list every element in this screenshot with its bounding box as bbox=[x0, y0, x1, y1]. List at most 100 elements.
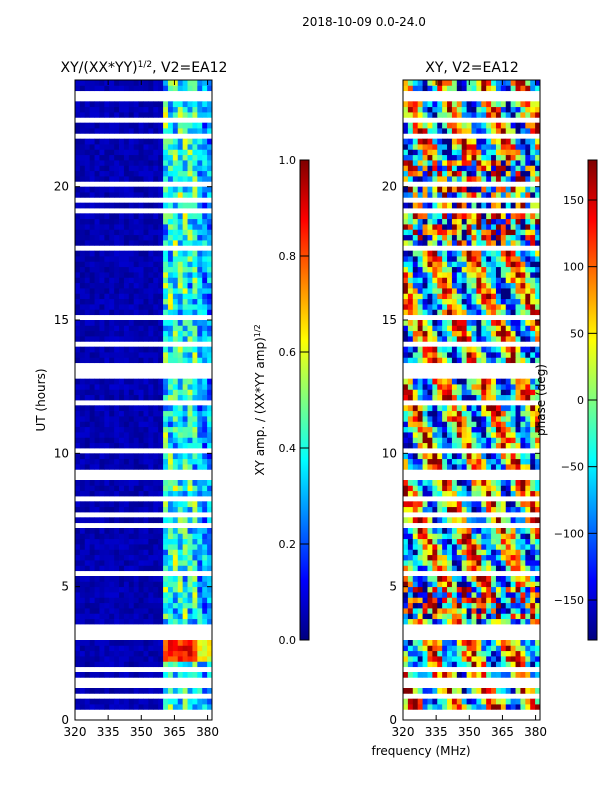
phase-cell bbox=[437, 410, 443, 417]
phase-cell bbox=[407, 240, 414, 246]
phase-cell bbox=[407, 357, 414, 364]
amplitude-cell bbox=[84, 528, 91, 534]
phase-cell bbox=[403, 576, 409, 582]
amplitude-cell bbox=[99, 154, 105, 161]
amplitude-cell bbox=[94, 533, 100, 540]
amplitude-cell bbox=[94, 277, 100, 284]
amplitude-cell bbox=[119, 592, 125, 598]
phase-cell bbox=[407, 149, 414, 156]
phase-cell bbox=[437, 192, 443, 198]
amplitude-cell bbox=[143, 128, 149, 134]
amplitude-cell bbox=[192, 309, 198, 316]
amplitude-cell bbox=[187, 128, 193, 134]
phase-cell bbox=[442, 240, 448, 246]
phase-cell bbox=[491, 218, 497, 225]
phase-cell bbox=[403, 378, 409, 385]
phase-cell bbox=[515, 234, 521, 241]
amplitude-cell bbox=[89, 640, 95, 646]
amplitude-cell bbox=[89, 538, 95, 545]
amplitude-cell bbox=[133, 240, 139, 246]
phase-cell bbox=[447, 240, 453, 246]
amplitude-cell bbox=[143, 458, 149, 465]
amplitude-cell bbox=[79, 517, 86, 524]
phase-cell bbox=[476, 501, 482, 508]
phase-cell bbox=[491, 554, 497, 561]
y-tick-label: 15 bbox=[54, 313, 69, 327]
amplitude-cell bbox=[207, 554, 213, 561]
amplitude-cell bbox=[143, 192, 149, 198]
amplitude-cell bbox=[197, 309, 203, 316]
phase-cell bbox=[422, 650, 428, 657]
amplitude-cell bbox=[202, 298, 208, 305]
phase-cell bbox=[491, 490, 497, 497]
amplitude-cell bbox=[109, 544, 115, 550]
amplitude-cell bbox=[202, 586, 208, 593]
phase-cell bbox=[535, 560, 541, 566]
phase-cell bbox=[515, 485, 521, 492]
amplitude-cell bbox=[172, 656, 179, 662]
amplitude-cell bbox=[207, 586, 213, 593]
amplitude-cell bbox=[133, 394, 139, 401]
phase-cell bbox=[407, 661, 414, 668]
phase-cell bbox=[427, 320, 433, 326]
phase-cell bbox=[456, 357, 463, 364]
phase-cell bbox=[403, 192, 409, 198]
phase-cell bbox=[427, 560, 433, 566]
amplitude-cell bbox=[158, 416, 164, 422]
amplitude-cell bbox=[182, 549, 188, 556]
phase-cell bbox=[530, 165, 536, 172]
amplitude-cell bbox=[182, 304, 188, 310]
amplitude-cell bbox=[114, 405, 120, 412]
amplitude-cell bbox=[143, 650, 149, 657]
amplitude-cell bbox=[207, 688, 213, 694]
amplitude-cell bbox=[128, 218, 135, 225]
amplitude-cell bbox=[119, 304, 125, 310]
phase-cell bbox=[412, 506, 419, 513]
amplitude-cell bbox=[119, 138, 125, 145]
phase-cell bbox=[505, 442, 512, 449]
amplitude-cell bbox=[99, 506, 105, 513]
amplitude-cell bbox=[128, 266, 135, 273]
phase-cell bbox=[481, 576, 487, 582]
amplitude-cell bbox=[75, 661, 81, 668]
phase-cell bbox=[495, 442, 502, 449]
amplitude-cell bbox=[163, 85, 169, 92]
phase-cell bbox=[427, 192, 433, 198]
amplitude-cell bbox=[99, 394, 105, 401]
amplitude-cell bbox=[158, 186, 164, 193]
phase-cell bbox=[505, 549, 512, 556]
amplitude-cell bbox=[143, 528, 149, 534]
amplitude-cell bbox=[133, 453, 139, 460]
amplitude-cell bbox=[128, 277, 135, 284]
phase-cell bbox=[471, 293, 477, 300]
phase-cell bbox=[476, 309, 482, 316]
amplitude-cell bbox=[163, 272, 169, 278]
phase-cell bbox=[451, 656, 458, 662]
phase-cell bbox=[442, 650, 448, 657]
amplitude-cell bbox=[153, 586, 159, 593]
amplitude-cell bbox=[109, 549, 115, 556]
amplitude-cell bbox=[148, 106, 154, 113]
amplitude-cell bbox=[182, 320, 188, 326]
phase-cell bbox=[422, 138, 428, 145]
amplitude-cell bbox=[177, 432, 184, 438]
amplitude-cell bbox=[119, 613, 125, 620]
phase-cell bbox=[456, 256, 463, 262]
amplitude-cell bbox=[84, 608, 91, 614]
phase-cell bbox=[422, 453, 428, 460]
amplitude-cell bbox=[177, 256, 184, 262]
phase-cell bbox=[456, 218, 463, 225]
phase-cell bbox=[442, 645, 448, 652]
phase-cell bbox=[427, 170, 433, 177]
phase-cell bbox=[520, 160, 526, 166]
phase-cell bbox=[437, 656, 443, 662]
phase-cell bbox=[491, 304, 497, 310]
phase-cell bbox=[505, 485, 512, 492]
amplitude-colorbar-bar bbox=[299, 159, 310, 641]
phase-cell bbox=[500, 554, 507, 561]
phase-cell bbox=[427, 144, 433, 150]
amplitude-cell bbox=[158, 261, 164, 268]
amplitude-cell bbox=[187, 613, 193, 620]
phase-cell bbox=[520, 325, 526, 332]
phase-cell bbox=[442, 352, 448, 358]
